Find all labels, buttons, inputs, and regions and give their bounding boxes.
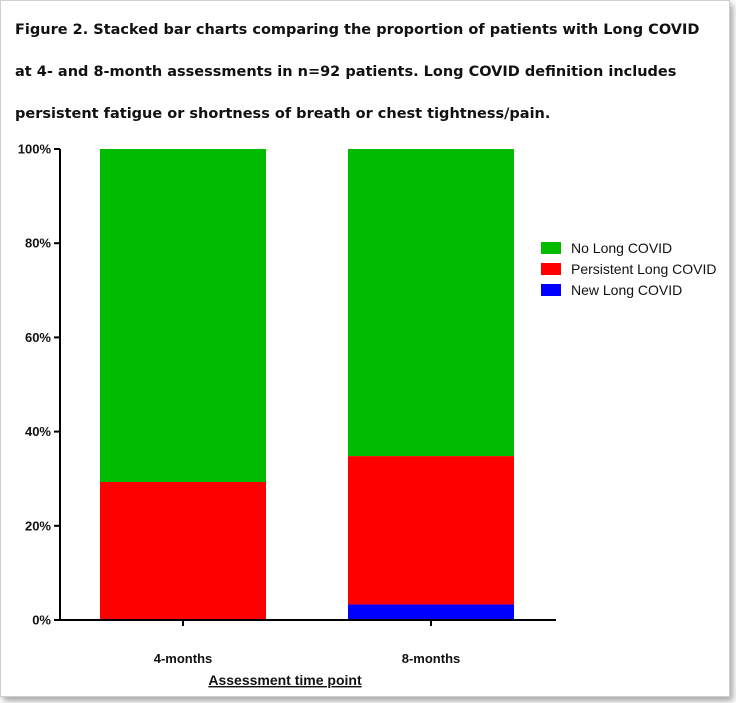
- legend-label-no-long-covid: No Long COVID: [571, 240, 672, 256]
- legend-label-persistent-long-covid: Persistent Long COVID: [571, 261, 717, 277]
- x-tick-label-4-months: 4-months: [154, 651, 213, 666]
- y-tick-label: 40%: [25, 424, 51, 439]
- legend-swatch-new-long-covid: [541, 284, 561, 296]
- bar-8-months-persistent-long-covid: [348, 456, 514, 605]
- bar-8-months-no-long-covid: [348, 149, 514, 457]
- figure-caption: Figure 2. Stacked bar charts comparing t…: [15, 22, 700, 122]
- legend-label-new-long-covid: New Long COVID: [571, 282, 682, 298]
- y-tick-label: 20%: [25, 518, 51, 533]
- y-tick-label: 60%: [25, 330, 51, 345]
- y-tick-label: 0%: [32, 613, 51, 628]
- x-ticks-group: 4-months 8-months: [154, 620, 461, 666]
- bar-4-months-no-long-covid: [100, 149, 266, 482]
- bar-8-months-new-long-covid: [348, 604, 514, 620]
- bars-group: [100, 149, 514, 620]
- legend: No Long COVID Persistent Long COVID New Lo…: [541, 240, 717, 298]
- y-tick-label: 80%: [25, 236, 51, 251]
- y-tick-label: 100%: [18, 142, 52, 157]
- legend-swatch-persistent-long-covid: [541, 263, 561, 275]
- bar-4-months-persistent-long-covid: [100, 481, 266, 620]
- y-ticks-group: 0% 20% 40% 60% 80% 100%: [18, 142, 60, 628]
- legend-swatch-no-long-covid: [541, 242, 561, 254]
- x-axis-title: Assessment time point: [208, 672, 362, 688]
- x-tick-label-8-months: 8-months: [402, 651, 461, 666]
